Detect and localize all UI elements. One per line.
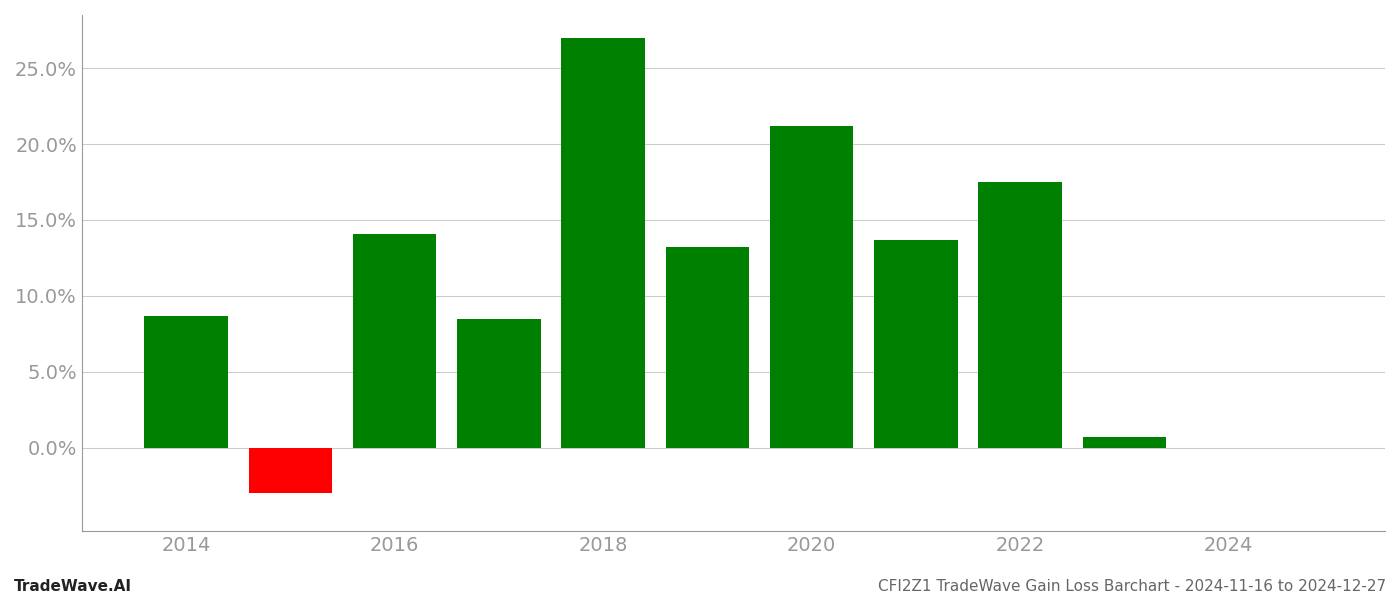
Bar xyxy=(979,182,1061,448)
Text: CFI2Z1 TradeWave Gain Loss Barchart - 2024-11-16 to 2024-12-27: CFI2Z1 TradeWave Gain Loss Barchart - 20… xyxy=(878,579,1386,594)
Text: TradeWave.AI: TradeWave.AI xyxy=(14,579,132,594)
Bar xyxy=(874,239,958,448)
Bar xyxy=(144,316,228,448)
Bar xyxy=(458,319,540,448)
Bar xyxy=(249,448,332,493)
Bar xyxy=(1082,437,1166,448)
Bar xyxy=(665,247,749,448)
Bar xyxy=(561,38,645,448)
Bar xyxy=(770,126,854,448)
Bar xyxy=(353,233,437,448)
